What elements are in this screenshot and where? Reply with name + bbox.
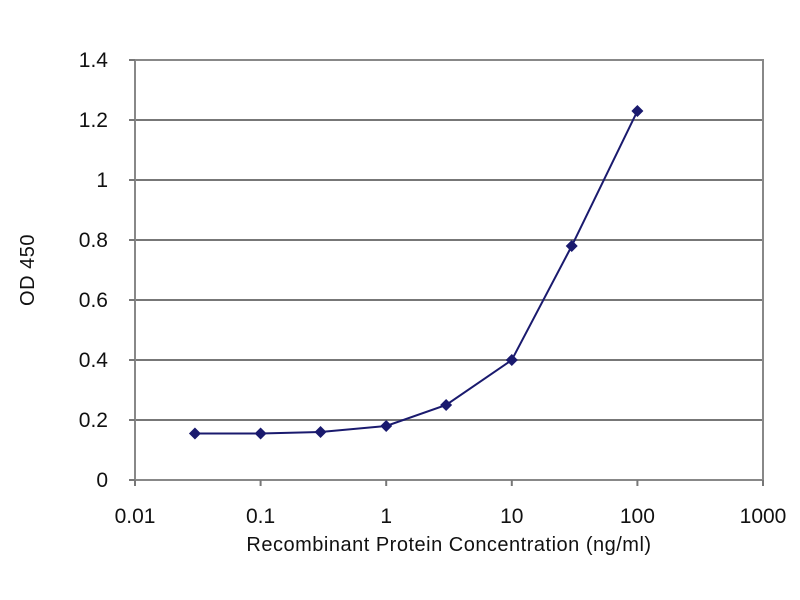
y-tick-label: 0.8 — [79, 229, 108, 252]
x-tick-label: 1000 — [740, 505, 787, 528]
x-tick-label: 1 — [380, 505, 392, 528]
y-axis: 0 0.2 0.4 0.6 0.8 1 1.2 1.4 — [79, 49, 135, 492]
y-tick-label: 1.2 — [79, 109, 108, 132]
x-tick-label: 0.1 — [246, 505, 275, 528]
x-tick-label: 10 — [500, 505, 523, 528]
y-tick-label: 0.4 — [79, 349, 109, 372]
x-tick-label: 100 — [620, 505, 655, 528]
data-point — [380, 420, 393, 432]
plot-area-border — [134, 59, 764, 481]
data-point — [505, 354, 518, 366]
y-tick-label: 0.6 — [79, 289, 108, 312]
y-tick-label: 0.2 — [79, 409, 108, 432]
data-point — [440, 399, 453, 411]
series-line — [194, 110, 639, 435]
data-point — [565, 240, 578, 252]
x-axis: 0.01 0.1 1 10 100 1000 — [115, 480, 787, 528]
y-axis-label: OD 450 — [17, 234, 39, 306]
data-point — [254, 427, 267, 440]
y-tick-label: 0 — [96, 469, 108, 492]
data-point — [631, 105, 644, 117]
data-point — [188, 427, 201, 440]
x-tick-label: 0.01 — [115, 505, 156, 528]
x-axis-label: Recombinant Protein Concentration (ng/ml… — [246, 534, 651, 556]
series-group — [188, 105, 644, 440]
y-tick-label: 1 — [96, 169, 108, 192]
gridlines — [135, 119, 763, 421]
data-point — [314, 426, 327, 438]
y-tick-label: 1.4 — [79, 49, 109, 72]
